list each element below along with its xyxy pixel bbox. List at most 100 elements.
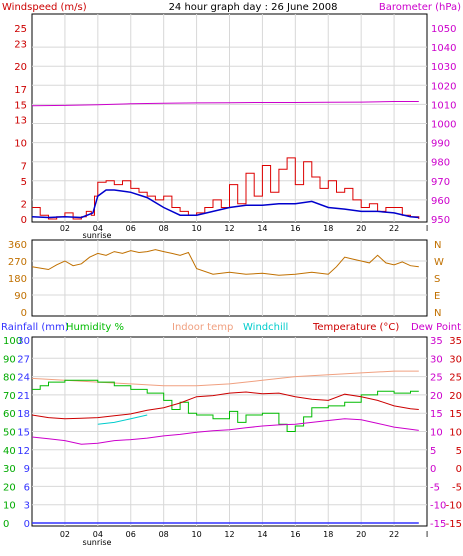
x-tick-label: 20 xyxy=(356,224,366,233)
humidity-tick-label: 50 xyxy=(3,428,16,439)
legend-dewpoint: Dew Point xyxy=(411,322,461,333)
legend-temperature: Temperature (°C) xyxy=(312,322,399,333)
windspeed-tick-label: 2 xyxy=(21,200,27,211)
dewpoint-tick-label: 20 xyxy=(430,391,443,402)
rainfall-tick-label: 27 xyxy=(17,354,30,365)
compass-tick-label: N xyxy=(434,240,441,251)
temperature-tick-label: 35 xyxy=(449,336,462,347)
x-tick-label: 08 xyxy=(159,224,169,233)
barometer-tick-label: 1040 xyxy=(431,43,456,54)
x-tick-label: 22 xyxy=(389,530,399,539)
barometer-tick-label: 970 xyxy=(431,177,450,188)
temperature-line xyxy=(31,391,419,420)
windspeed-tick-label: 5 xyxy=(21,177,27,188)
compass-tick-label: W xyxy=(434,257,444,268)
dewpoint-tick-label: 35 xyxy=(430,336,443,347)
humidity-tick-label: 90 xyxy=(3,354,16,365)
compass-tick-label: N xyxy=(434,308,441,319)
dewpoint-tick-label: 15 xyxy=(430,409,443,420)
windspeed-tick-label: 10 xyxy=(14,139,27,150)
humidity-tick-label: 20 xyxy=(3,482,16,493)
humidity-tick-label: 40 xyxy=(3,446,16,457)
wind-series xyxy=(31,101,420,220)
x-tick-label: 18 xyxy=(323,224,333,233)
barometer-tick-label: 1030 xyxy=(431,62,456,73)
humidity-tick-label: 70 xyxy=(3,391,16,402)
legend-rainfall: Rainfall (mm) xyxy=(1,322,69,333)
humidity-tick-label: 0 xyxy=(3,519,9,530)
x-tick-label: 06 xyxy=(126,530,136,539)
windspeed-tick-label: 25 xyxy=(14,24,27,35)
compass-tick-label: E xyxy=(434,291,440,302)
x-tick-label: 16 xyxy=(290,530,300,539)
legend-humidity: Humidity % xyxy=(66,322,124,333)
rainfall-tick-label: 9 xyxy=(24,464,30,475)
dewpoint-tick-label: 30 xyxy=(430,354,443,365)
x-tick-label: 10 xyxy=(191,530,201,539)
temperature-tick-label: 15 xyxy=(449,409,462,420)
direction-grid xyxy=(32,240,427,316)
windchill-line xyxy=(97,414,148,425)
temperature-panel: 0102030405060708090100036912151821242730… xyxy=(1,322,462,547)
x-tick-label: 04 xyxy=(93,530,103,539)
x-tick-label: 20 xyxy=(356,530,366,539)
temperature-tick-label: 20 xyxy=(449,391,462,402)
x-tick-label: 18 xyxy=(323,530,333,539)
temperature-tick-label: 10 xyxy=(449,428,462,439)
rainfall-tick-label: 12 xyxy=(17,446,30,457)
direction-axis-left: 0 90 180 270 360 xyxy=(8,240,27,319)
dewpoint-tick-label: 0 xyxy=(430,464,436,475)
temperature-tick-label: 5 xyxy=(456,446,462,457)
direction-tick-label: 0 xyxy=(21,308,27,319)
temp-dew-axis-right: 35302520151050-5-10-1535302520151050-5-1… xyxy=(430,336,462,530)
rainfall-tick-label: 0 xyxy=(24,519,30,530)
legend-indoor-temp: Indoor temp xyxy=(172,322,233,333)
sunrise-label-top: sunrise xyxy=(83,231,112,240)
humidity-tick-label: 30 xyxy=(3,464,16,475)
temperature-tick-label: -5 xyxy=(452,482,462,493)
x-tick-label: I xyxy=(426,224,428,233)
dew-point-line xyxy=(31,418,419,445)
barometer-axis-label: Barometer (hPa) xyxy=(379,2,461,13)
barometer-line xyxy=(31,101,419,107)
sunrise-label-bottom: sunrise xyxy=(83,538,112,547)
temperature-tick-label: -10 xyxy=(446,501,462,512)
humidity-tick-label: 80 xyxy=(3,373,16,384)
rainfall-tick-label: 21 xyxy=(17,391,30,402)
barometer-tick-label: 990 xyxy=(431,139,450,150)
dewpoint-tick-label: 25 xyxy=(430,373,443,384)
barometer-tick-label: 980 xyxy=(431,158,450,169)
chart-title: 24 hour graph day : 26 June 2008 xyxy=(169,2,338,13)
windspeed-tick-label: 17 xyxy=(14,85,27,96)
dewpoint-tick-label: 5 xyxy=(430,446,436,457)
windspeed-tick-label: 0 xyxy=(21,215,27,226)
dewpoint-tick-label: -5 xyxy=(430,482,440,493)
dewpoint-tick-label: -15 xyxy=(430,519,446,530)
dewpoint-tick-label: -10 xyxy=(430,501,446,512)
rainfall-tick-label: 24 xyxy=(17,373,30,384)
windspeed-tick-label: 7 xyxy=(21,162,27,173)
x-tick-label: 16 xyxy=(290,224,300,233)
direction-tick-label: 270 xyxy=(8,257,27,268)
temperature-tick-label: 30 xyxy=(449,354,462,365)
humidity-line xyxy=(32,379,419,432)
windspeed-tick-label: 20 xyxy=(14,62,27,73)
barometer-tick-label: 950 xyxy=(431,215,450,226)
temperature-tick-label: 0 xyxy=(456,464,462,475)
windspeed-axis-label: Windspeed (m/s) xyxy=(2,2,87,13)
temperature-grid xyxy=(32,337,427,526)
legend-windchill: Windchill xyxy=(243,322,288,333)
temperature-tick-label: 25 xyxy=(449,373,462,384)
x-tick-label: 22 xyxy=(389,224,399,233)
compass-tick-label: S xyxy=(434,274,440,285)
x-tick-label: 02 xyxy=(60,224,70,233)
x-tick-label: 10 xyxy=(191,224,201,233)
humidity-tick-label: 10 xyxy=(3,501,16,512)
temperature-tick-label: -15 xyxy=(446,519,462,530)
baro-axis-right: 950 960 970 980 990 1000 1010 1020 1030 1040 1050 xyxy=(431,24,456,226)
rainfall-tick-label: 30 xyxy=(17,336,30,347)
rainfall-tick-label: 6 xyxy=(24,482,30,493)
